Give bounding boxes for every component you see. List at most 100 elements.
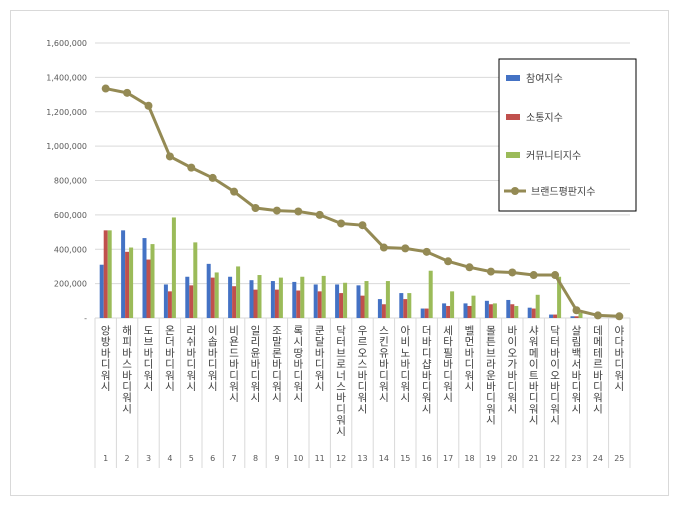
category-index: 22 [550, 454, 560, 463]
bar-2 [381, 304, 386, 318]
y-tick-label: 400,000 [54, 245, 87, 254]
bar-1 [270, 281, 275, 318]
bar-2 [488, 304, 493, 318]
legend-swatch-marker [511, 187, 519, 195]
bar-2 [531, 308, 536, 318]
bar-2 [210, 277, 215, 318]
category-index: 9 [274, 454, 279, 463]
bar-1 [335, 284, 340, 318]
category-index: 1 [103, 454, 108, 463]
y-tick-label: 1,200,000 [46, 108, 87, 117]
line-point [551, 271, 560, 280]
bar-3 [257, 275, 262, 318]
line-point [165, 152, 174, 161]
category-index: 16 [422, 454, 432, 463]
line-point [144, 101, 153, 110]
bar-2 [232, 286, 237, 318]
bar-2 [403, 299, 408, 318]
y-tick-label: 600,000 [54, 211, 87, 220]
bar-1 [549, 314, 554, 318]
bar-1 [292, 281, 297, 318]
bar-1 [377, 299, 382, 318]
y-tick-label: 1,000,000 [46, 142, 87, 151]
legend-label: 참여지수 [526, 73, 563, 85]
category-index: 15 [400, 454, 410, 463]
category-index: 20 [507, 454, 517, 463]
bar-2 [167, 291, 172, 318]
line-point [572, 306, 581, 315]
line-point [337, 219, 346, 228]
legend-label: 브랜드평판지수 [531, 186, 595, 198]
y-tick-label: 1,400,000 [46, 73, 87, 82]
bar-3 [236, 266, 241, 318]
bar-3 [428, 270, 433, 318]
category-index: 6 [210, 454, 215, 463]
bar-1 [313, 284, 318, 318]
bar-3 [129, 247, 134, 318]
line-point [272, 206, 281, 215]
bar-3 [535, 294, 540, 318]
legend-box [498, 58, 637, 212]
line-point [508, 268, 517, 277]
category-index: 11 [315, 454, 325, 463]
bar-1 [249, 280, 254, 318]
line-point [294, 207, 303, 216]
category-index: 23 [571, 454, 581, 463]
bar-3 [278, 277, 283, 318]
bar-3 [150, 244, 155, 318]
category-index: 19 [486, 454, 496, 463]
bar-1 [99, 264, 104, 318]
legend-label: 소통지수 [526, 112, 563, 124]
bar-2 [574, 316, 579, 318]
line-point [422, 247, 431, 256]
bar-3 [364, 281, 369, 318]
bar-2 [103, 230, 108, 318]
bar-1 [484, 300, 489, 318]
category-index: 24 [593, 454, 603, 463]
bar-2 [189, 285, 194, 318]
bar-2 [446, 305, 451, 318]
legend-swatch [506, 75, 520, 81]
bar-2 [317, 291, 322, 318]
bar-3 [171, 217, 176, 318]
category-index: 17 [443, 454, 453, 463]
bar-1 [356, 285, 361, 318]
line-point [230, 187, 239, 196]
line-point [401, 244, 410, 253]
bar-2 [467, 305, 472, 318]
y-tick-label: 800,000 [54, 177, 87, 186]
bar-1 [527, 307, 532, 318]
bar-3 [343, 282, 348, 318]
category-index: 10 [293, 454, 303, 463]
category-index: 12 [336, 454, 346, 463]
bar-2 [274, 289, 279, 318]
legend-swatch [506, 114, 520, 120]
bar-2 [296, 290, 301, 318]
line-point [529, 271, 538, 280]
bar-3 [321, 275, 326, 318]
category-index: 14 [379, 454, 389, 463]
line-point [486, 267, 495, 276]
bar-3 [214, 272, 219, 318]
bar-1 [463, 303, 468, 318]
legend-label: 커뮤니티지수 [526, 150, 581, 162]
bar-3 [471, 295, 476, 318]
category-index: 13 [357, 454, 367, 463]
bar-2 [339, 293, 344, 318]
